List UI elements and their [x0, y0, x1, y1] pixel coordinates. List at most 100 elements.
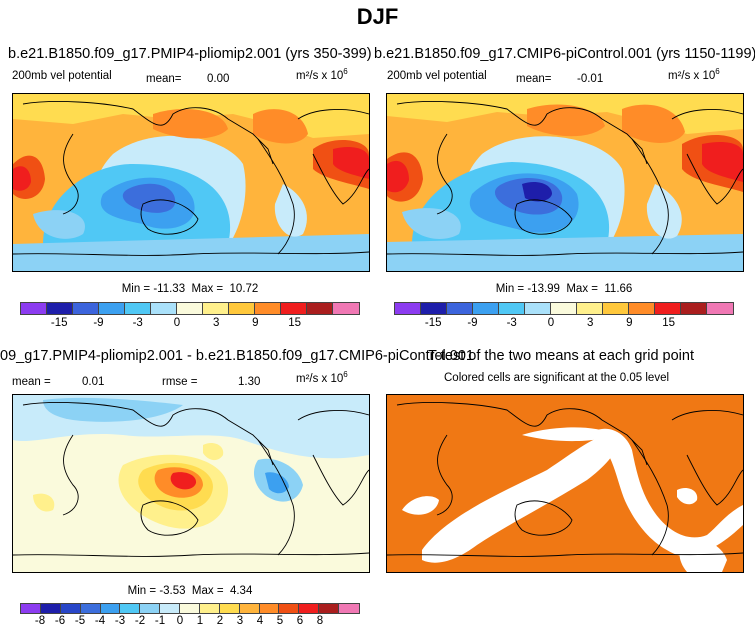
colorbar-cell: [99, 303, 125, 314]
panel4-subtitle: Colored cells are significant at the 0.0…: [444, 372, 670, 384]
colorbar-tick-label: 5: [276, 615, 284, 627]
colorbar-tick-label: 15: [662, 317, 676, 329]
colorbar-cell: [239, 604, 260, 613]
panel4-significance-field: [387, 395, 743, 572]
panel3-units: m²/s x 106: [296, 370, 348, 385]
colorbar-tick-label: 6: [296, 615, 304, 627]
colorbar-tick-label: 0: [547, 317, 555, 329]
colorbar-cell: [140, 604, 161, 613]
panel2-title: b.e21.B1850.f09_g17.CMIP6-piControl.001 …: [374, 46, 755, 62]
panel3-mean-label: mean =: [12, 376, 51, 388]
colorbar-tick-label: -3: [114, 615, 126, 627]
panel2-map: [386, 93, 744, 272]
panel3-minmax: Min = -3.53 Max = 4.34: [127, 585, 253, 597]
panel3-map: [12, 394, 370, 573]
panel3-colorbar-ticks: -8 -6 -5 -4 -3 -2 -1 0 1 2 3 4 5 6 8: [20, 615, 360, 631]
colorbar-tick-label: -9: [93, 317, 104, 329]
colorbar-tick-label: 3: [236, 615, 244, 627]
panel3-colorbar: [20, 603, 360, 614]
colorbar-cell: [180, 604, 200, 613]
colorbar-cell: [655, 303, 681, 314]
colorbar-tick-label: -9: [467, 317, 478, 329]
colorbar-tick-label: 15: [288, 317, 302, 329]
colorbar-tick-label: 3: [586, 317, 594, 329]
colorbar-tick-label: -3: [506, 317, 517, 329]
panel4-title: T-test of the two means at each grid poi…: [428, 348, 694, 364]
colorbar-tick-label: -3: [132, 317, 143, 329]
panel2-contour-field: [387, 94, 743, 271]
colorbar-cell: [219, 604, 240, 613]
colorbar-cell: [307, 303, 333, 314]
panel4-map: [386, 394, 744, 573]
panel1-variable-label: 200mb vel potential: [12, 70, 112, 82]
colorbar-cell: [299, 604, 320, 613]
panel1-map: [12, 93, 370, 272]
panel1-mean-value: 0.00: [207, 73, 230, 85]
colorbar-cell: [447, 303, 473, 314]
colorbar-cell: [421, 303, 447, 314]
colorbar-cell: [255, 303, 281, 314]
colorbar-cell: [120, 604, 141, 613]
colorbar-tick-label: 2: [216, 615, 224, 627]
colorbar-cell: [40, 604, 61, 613]
colorbar-tick-label: -5: [74, 615, 86, 627]
colorbar-tick-label: -2: [134, 615, 146, 627]
colorbar-cell: [279, 604, 300, 613]
colorbar-cell: [47, 303, 73, 314]
colorbar-tick-label: 0: [176, 615, 184, 627]
panel2-colorbar: [394, 302, 734, 315]
page-title: DJF: [356, 4, 399, 29]
colorbar-cell: [339, 604, 359, 613]
colorbar-cell: [603, 303, 629, 314]
colorbar-cell: [629, 303, 655, 314]
colorbar-tick-label: 3: [212, 317, 220, 329]
panel2-mean-label: mean=: [516, 73, 552, 85]
colorbar-cell: [319, 604, 339, 613]
panel1-colorbar-ticks: -15 -9 -3 0 3 9 15: [20, 317, 360, 333]
colorbar-cell: [21, 303, 47, 314]
colorbar-cell: [203, 303, 229, 314]
panel2-colorbar-ticks: -15 -9 -3 0 3 9 15: [394, 317, 734, 333]
colorbar-tick-label: -1: [154, 615, 166, 627]
colorbar-cell: [73, 303, 99, 314]
panel2-minmax: Min = -13.99 Max = 11.66: [495, 283, 633, 295]
colorbar-cell: [681, 303, 707, 314]
colorbar-tick-label: -15: [50, 317, 68, 329]
colorbar-cell: [177, 303, 203, 314]
panel1-contour-field: [13, 94, 369, 271]
panel3-rmse-label: rmse =: [162, 376, 198, 388]
panel3-contour-field: [13, 395, 369, 572]
colorbar-cell: [80, 604, 101, 613]
colorbar-cell: [333, 303, 359, 314]
colorbar-tick-label: 8: [316, 615, 324, 627]
panel2-variable-label: 200mb vel potential: [387, 70, 487, 82]
colorbar-cell: [525, 303, 551, 314]
colorbar-tick-label: -4: [94, 615, 106, 627]
colorbar-tick-label: 4: [256, 615, 264, 627]
colorbar-cell: [707, 303, 733, 314]
colorbar-cell: [199, 604, 220, 613]
colorbar-cell: [125, 303, 151, 314]
colorbar-cell: [160, 604, 180, 613]
colorbar-cell: [229, 303, 255, 314]
colorbar-tick-label: 9: [626, 317, 633, 329]
panel3-rmse-value: 1.30: [238, 376, 261, 388]
panel3-mean-value: 0.01: [82, 376, 105, 388]
colorbar-cell: [551, 303, 577, 314]
panel3-title: 09_g17.PMIP4-pliomip2.001 - b.e21.B1850.…: [0, 348, 474, 364]
colorbar-tick-label: -15: [424, 317, 442, 329]
colorbar-cell: [281, 303, 307, 314]
colorbar-tick-label: 9: [252, 317, 259, 329]
colorbar-cell: [473, 303, 499, 314]
colorbar-cell: [60, 604, 81, 613]
colorbar-tick-label: 0: [173, 317, 181, 329]
colorbar-cell: [259, 604, 280, 613]
panel1-mean-label: mean=: [146, 73, 182, 85]
colorbar-cell: [395, 303, 421, 314]
colorbar-cell: [21, 604, 41, 613]
colorbar-cell: [151, 303, 177, 314]
panel1-title: b.e21.B1850.f09_g17.PMIP4-pliomip2.001 (…: [8, 46, 372, 62]
colorbar-cell: [577, 303, 603, 314]
colorbar-cell: [499, 303, 525, 314]
panel1-colorbar: [20, 302, 360, 315]
